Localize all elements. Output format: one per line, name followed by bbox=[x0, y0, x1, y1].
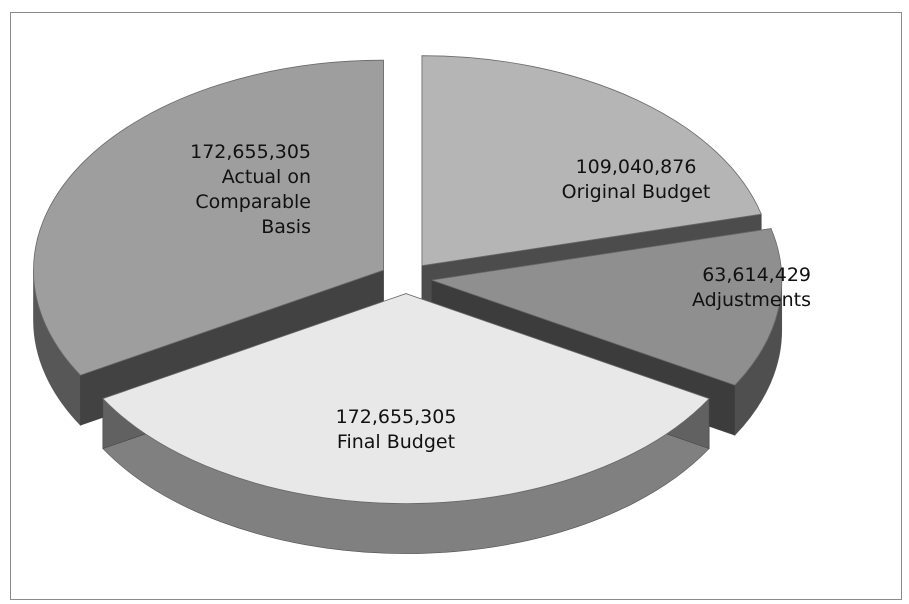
slice-category-3-line-3: Basis bbox=[261, 216, 311, 238]
slice-category-1-line-1: Adjustments bbox=[692, 289, 811, 311]
pie-slice-2-top bbox=[102, 293, 710, 505]
slice-label-3: 172,655,305 Actual on Comparable Basis bbox=[190, 141, 311, 238]
slice-value-2: 172,655,305 bbox=[336, 406, 457, 428]
slice-category-0-line-1: Original Budget bbox=[562, 181, 711, 203]
slice-label-2: 172,655,305 Final Budget bbox=[336, 406, 457, 453]
slice-category-3-line-1: Actual on bbox=[222, 166, 311, 188]
pie-chart: 109,040,876 Original Budget 63,614,429 Adju… bbox=[33, 55, 811, 554]
slice-label-1: 63,614,429 Adjustments bbox=[692, 264, 811, 311]
pie-slice-3-top bbox=[33, 59, 384, 376]
slice-value-3: 172,655,305 bbox=[190, 141, 311, 163]
slice-value-1: 63,614,429 bbox=[702, 264, 811, 286]
labels-layer: 109,040,876 Original Budget 63,614,429 Adju… bbox=[190, 141, 811, 453]
slice-category-3-line-2: Comparable bbox=[195, 191, 311, 213]
pie-slice-1-top bbox=[431, 228, 783, 386]
slice-value-0: 109,040,876 bbox=[576, 156, 697, 178]
slice-label-0: 109,040,876 Original Budget bbox=[562, 156, 711, 203]
slices-layer bbox=[33, 55, 783, 554]
pie-slice-0-top bbox=[421, 55, 762, 267]
slice-category-2-line-1: Final Budget bbox=[337, 431, 455, 453]
chart-frame: 109,040,876 Original Budget 63,614,429 Adju… bbox=[10, 12, 902, 600]
pie-slice-2 bbox=[102, 293, 710, 554]
